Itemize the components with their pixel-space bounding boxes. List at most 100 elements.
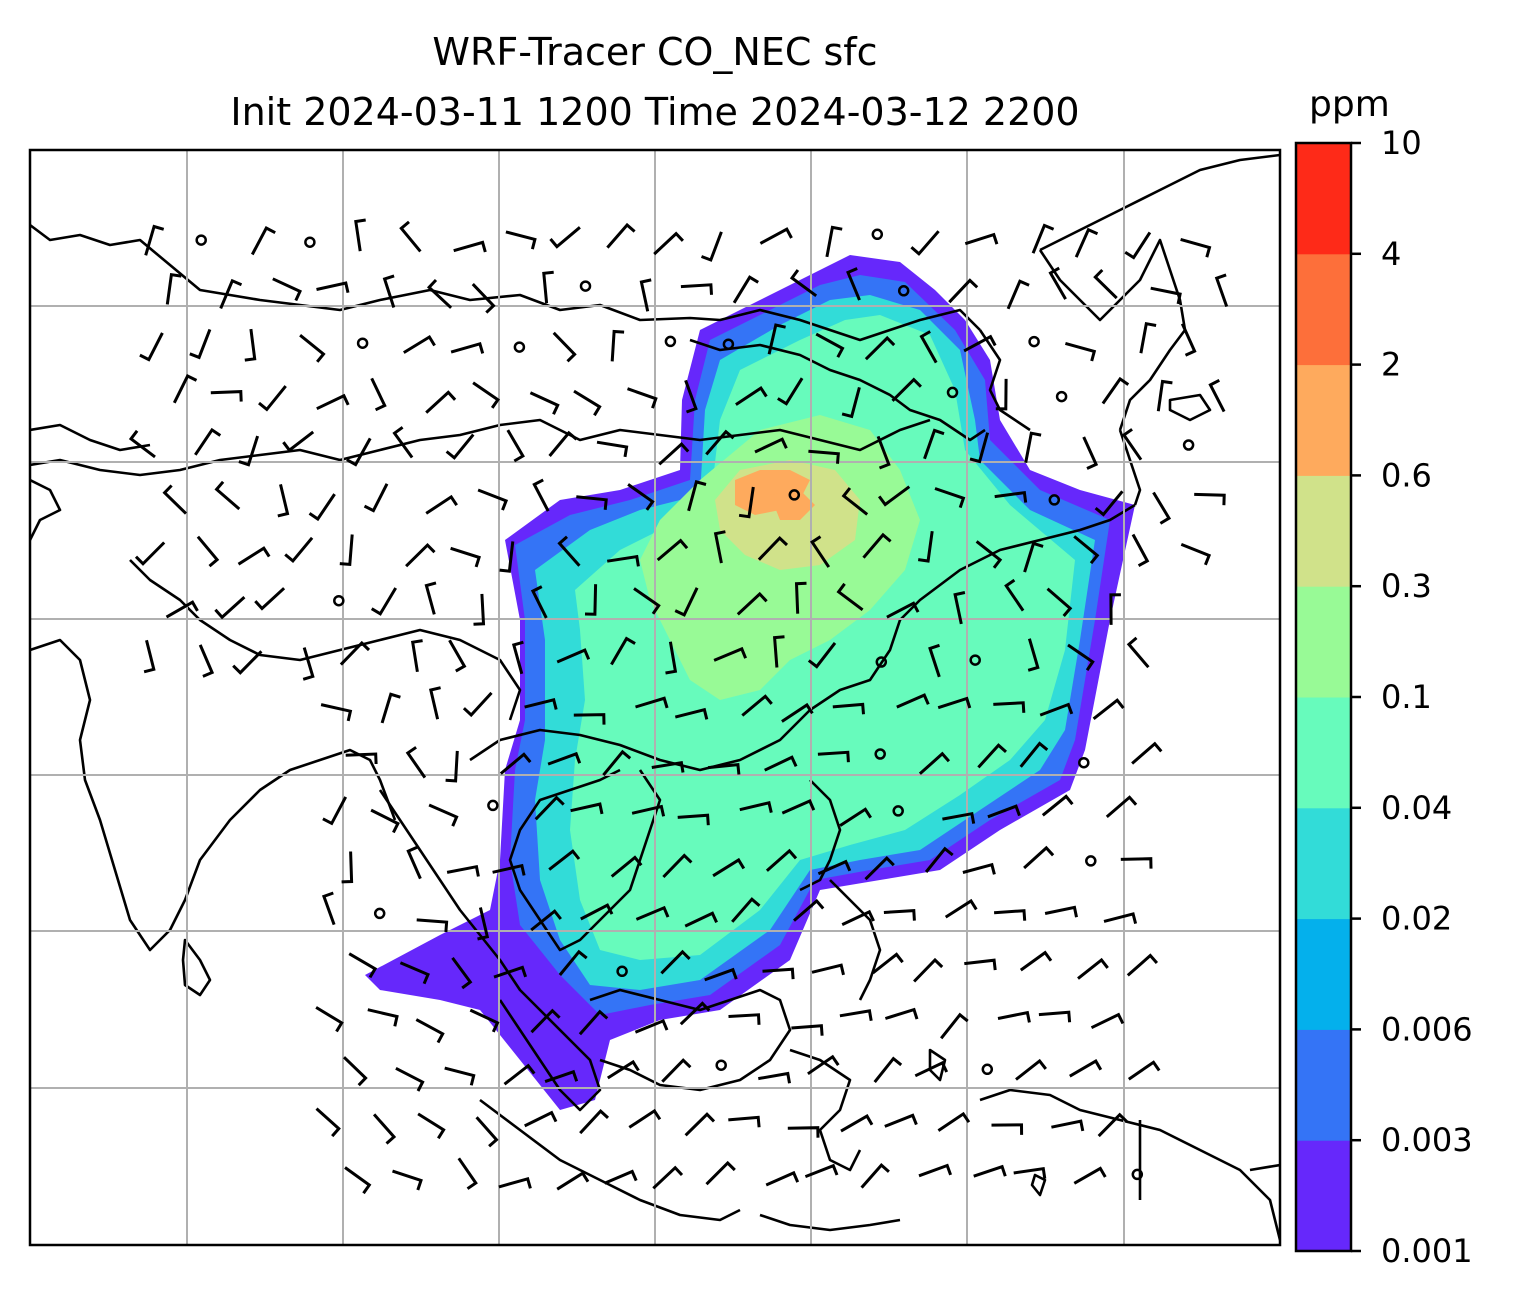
- wind-barb: [172, 373, 198, 404]
- wind-barb: [973, 1164, 1007, 1178]
- wind-barb: [462, 691, 493, 718]
- wind-barb: [633, 587, 661, 615]
- wind-barb: [315, 1107, 341, 1138]
- wind-barb: [627, 387, 658, 409]
- wind-barb: [1093, 268, 1118, 300]
- wind-barb: [370, 377, 387, 412]
- wind-barb: [741, 694, 773, 717]
- wind-barb: [372, 1113, 397, 1145]
- wind-barb: [639, 278, 652, 312]
- wind-barb: [405, 746, 427, 779]
- wind-barb: [339, 640, 371, 666]
- wind-barb: [883, 909, 916, 921]
- wind-barb: [777, 377, 804, 406]
- wind-barb: [165, 600, 199, 619]
- map-title-line-1: WRF-Tracer CO_NEC sfc: [432, 30, 878, 74]
- wind-barb: [346, 437, 372, 467]
- wind-barb: [662, 853, 693, 879]
- wind-barb: [808, 449, 840, 464]
- wind-barb: [444, 1066, 476, 1086]
- wind-barb: [344, 1166, 372, 1195]
- colorbar-segment: [1296, 807, 1351, 920]
- calm-wind-marker: [1131, 1168, 1144, 1181]
- wind-barb: [891, 377, 922, 402]
- wind-barb: [864, 855, 895, 881]
- wind-barb: [1126, 953, 1159, 977]
- map-title-line-2: Init 2024-03-11 1200 Time 2024-03-12 220…: [230, 90, 1080, 134]
- wind-barb: [994, 491, 1028, 503]
- wind-barb: [765, 848, 798, 872]
- wind-barb: [884, 1007, 919, 1020]
- wind-barb: [677, 813, 710, 826]
- wind-barb: [754, 437, 788, 454]
- wind-barb: [962, 862, 996, 875]
- wind-barb: [652, 1165, 684, 1190]
- wind-barb: [448, 639, 467, 673]
- wind-barb: [653, 231, 684, 256]
- wind-barb: [580, 903, 614, 921]
- wind-barb: [635, 696, 669, 709]
- wind-barb: [453, 240, 487, 253]
- wind-barb: [370, 808, 400, 834]
- colorbar-unit-label: ppm: [1309, 84, 1390, 125]
- wind-barb: [210, 390, 243, 402]
- wind-barb: [573, 389, 602, 417]
- wind-barb: [477, 907, 490, 941]
- wind-barb: [254, 587, 286, 611]
- wind-barb: [789, 269, 818, 298]
- wind-barb: [348, 952, 378, 979]
- colorbar-segments: [1296, 143, 1351, 1252]
- wind-barb: [876, 435, 891, 470]
- wind-barb: [948, 278, 979, 304]
- colorbar-tick-label: 0.04: [1381, 789, 1452, 827]
- wind-barb: [705, 1160, 736, 1186]
- wind-barb: [530, 909, 562, 932]
- calm-wind-marker: [1048, 494, 1061, 506]
- wind-barb: [1051, 1119, 1085, 1132]
- wind-barb: [472, 381, 500, 409]
- wind-barb: [498, 1176, 532, 1189]
- calm-wind-marker: [871, 228, 884, 241]
- wind-barb: [503, 1063, 536, 1086]
- wind-barb: [977, 743, 1007, 769]
- map-frame: [28, 148, 1282, 1247]
- coastlines-and-borders: [30, 153, 1280, 1241]
- calm-wind-marker: [969, 654, 981, 666]
- wind-barb: [189, 328, 212, 360]
- wind-barb: [1019, 741, 1049, 768]
- wind-barb: [1094, 490, 1124, 517]
- wind-barb: [651, 760, 685, 773]
- wind-barb: [1019, 950, 1053, 972]
- wind-barb: [836, 582, 864, 611]
- wind-barb: [250, 225, 276, 256]
- wind-barb: [627, 483, 655, 511]
- wind-barb: [860, 1162, 890, 1189]
- wind-barb: [1039, 702, 1074, 717]
- colorbar-segment: [1296, 697, 1351, 809]
- wind-barb: [665, 641, 678, 675]
- calm-wind-marker: [1055, 390, 1068, 403]
- wind-barb: [1120, 857, 1153, 869]
- wind-barb: [781, 702, 814, 723]
- colorbar-ticks: 0.001 0.003 0.006 0.02 0.04 0.1 0.3 0.6 2 4 10: [1351, 124, 1473, 1270]
- colorbar-tick-label: 0.6: [1381, 456, 1432, 494]
- wind-barb: [322, 796, 348, 826]
- wind-barb: [417, 1112, 446, 1140]
- wind-barb: [975, 540, 1003, 569]
- wind-barb: [382, 274, 396, 308]
- wind-barb: [547, 751, 582, 766]
- wind-barb: [610, 636, 636, 666]
- wind-barb: [272, 277, 302, 302]
- wind-barb: [134, 541, 166, 566]
- wind-barb: [493, 965, 528, 979]
- calm-wind-marker: [333, 594, 345, 607]
- wind-barb: [367, 1008, 399, 1027]
- calm-wind-marker: [875, 656, 888, 668]
- wind-barb: [450, 546, 481, 568]
- wind-barb: [392, 1169, 423, 1191]
- wind-barb: [1077, 957, 1109, 980]
- wind-barb: [993, 909, 1027, 921]
- wind-barb: [426, 278, 453, 309]
- wind-barb: [713, 530, 726, 564]
- wind-barb: [964, 232, 999, 246]
